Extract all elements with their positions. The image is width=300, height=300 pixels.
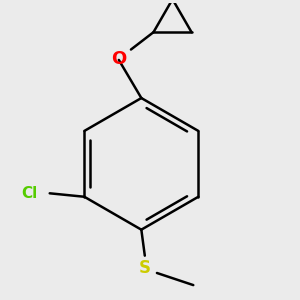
Text: O: O	[111, 50, 126, 68]
Text: Cl: Cl	[21, 186, 37, 201]
Text: S: S	[139, 259, 151, 277]
